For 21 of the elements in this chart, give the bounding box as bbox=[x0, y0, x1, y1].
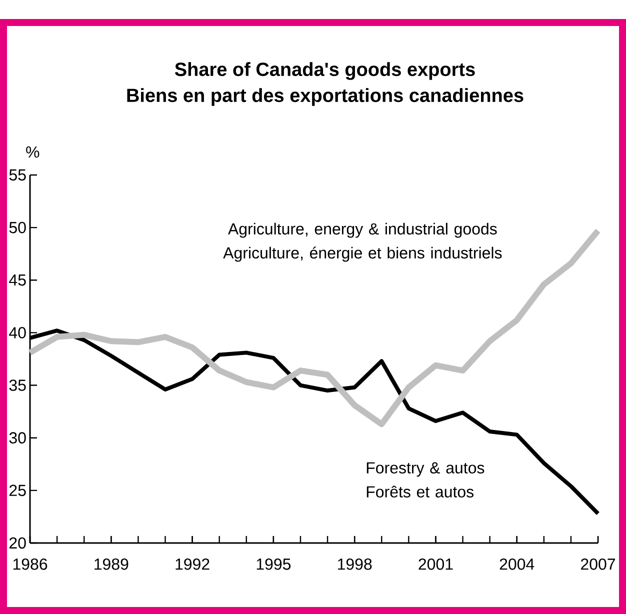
x-tick-label: 1995 bbox=[256, 558, 291, 570]
x-tick-label: 1992 bbox=[176, 558, 210, 570]
y-tick-label: 30 bbox=[9, 432, 26, 444]
y-tick-label: 35 bbox=[9, 380, 26, 391]
y-tick-label: 25 bbox=[10, 484, 26, 496]
y-tick-label: 45 bbox=[9, 274, 26, 286]
series-label: Forestry & autos Forêts et autos bbox=[366, 462, 484, 498]
x-tick-label: 1986 bbox=[13, 558, 48, 570]
y-tick-label: 55 bbox=[9, 169, 26, 181]
x-tick-label: 1989 bbox=[94, 558, 128, 570]
x-tick-label: 2001 bbox=[418, 558, 453, 570]
x-tick-label: 2007 bbox=[581, 558, 615, 570]
y-axis-title: % bbox=[26, 146, 40, 158]
y-tick-label: 50 bbox=[9, 222, 26, 234]
y-tick-label: 20 bbox=[10, 537, 26, 549]
chart-subtitle: Biens en part des exportations canadiennes bbox=[127, 88, 524, 106]
x-tick-label: 2004 bbox=[500, 558, 534, 570]
y-tick-label: 40 bbox=[9, 327, 26, 338]
text: Agriculture, energy & industrial goods Agriculture, énergie et biens industriels bbox=[223, 222, 502, 262]
chart-title: Share of Canada's goods exports bbox=[174, 62, 475, 80]
x-tick-label: 1998 bbox=[338, 558, 372, 570]
